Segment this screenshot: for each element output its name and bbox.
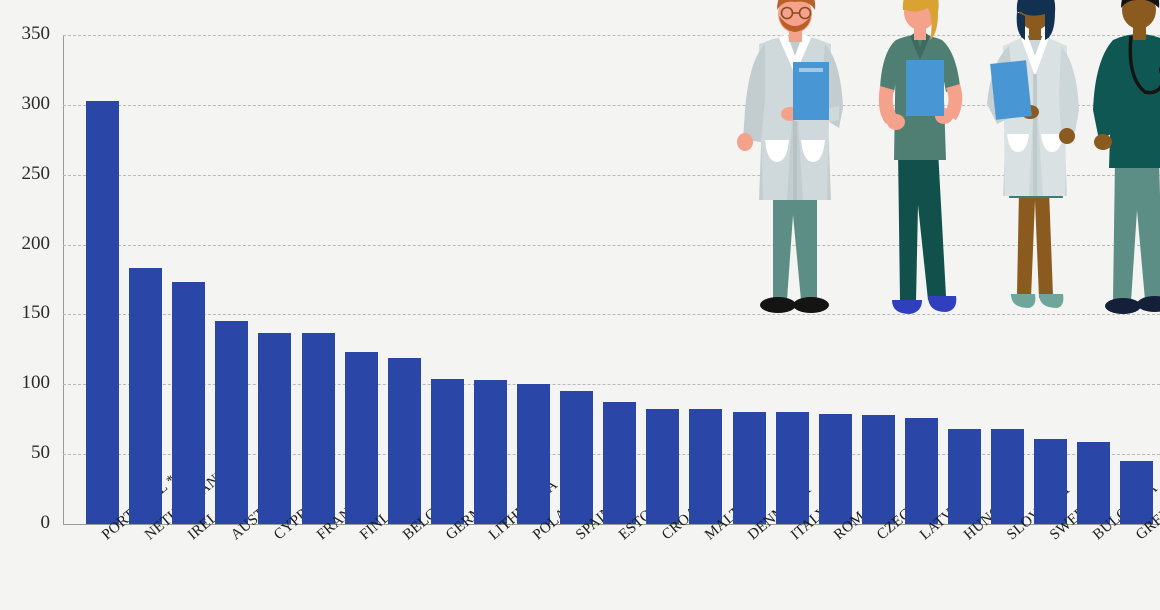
bar[interactable] xyxy=(775,412,809,524)
y-axis-tick-0: 0 xyxy=(40,512,51,533)
bar[interactable] xyxy=(258,332,292,524)
gridline-0 xyxy=(63,524,1160,525)
y-axis-tick-250: 250 xyxy=(21,162,51,184)
bar[interactable] xyxy=(818,413,852,524)
bar[interactable] xyxy=(861,415,895,524)
bar[interactable] xyxy=(603,402,637,524)
bar[interactable] xyxy=(86,100,119,524)
y-axis-tick-50: 50 xyxy=(31,442,50,464)
gridline-200 xyxy=(63,244,1160,246)
bar[interactable] xyxy=(1034,438,1068,524)
y-axis-tick-150: 150 xyxy=(21,302,51,324)
y-axis-tick-300: 300 xyxy=(21,92,51,114)
bar[interactable] xyxy=(689,409,723,524)
bar[interactable] xyxy=(646,409,680,524)
bar[interactable] xyxy=(1120,461,1154,524)
y-axis-tick-200: 200 xyxy=(21,232,51,254)
bar[interactable] xyxy=(1077,441,1111,524)
gridline-300 xyxy=(63,104,1160,106)
gridline-100 xyxy=(63,384,1160,386)
bar[interactable] xyxy=(344,352,378,524)
bar[interactable] xyxy=(732,412,766,524)
bar[interactable] xyxy=(473,380,507,524)
bar[interactable] xyxy=(301,332,335,524)
bar[interactable] xyxy=(948,429,981,524)
y-axis-line xyxy=(63,35,64,525)
bar[interactable] xyxy=(129,268,163,524)
bar[interactable] xyxy=(904,417,938,524)
y-axis-tick-350: 350 xyxy=(21,23,51,44)
bar[interactable] xyxy=(387,357,421,524)
gridline-150 xyxy=(63,314,1160,316)
bar[interactable] xyxy=(517,384,550,524)
y-axis-tick-100: 100 xyxy=(21,372,51,394)
gridline-250 xyxy=(63,174,1160,176)
bar[interactable] xyxy=(430,378,464,524)
bar[interactable] xyxy=(172,282,206,524)
bar[interactable] xyxy=(560,391,594,524)
bar[interactable] xyxy=(215,321,249,524)
bar[interactable] xyxy=(991,429,1025,524)
gridline-350 xyxy=(63,35,1160,36)
